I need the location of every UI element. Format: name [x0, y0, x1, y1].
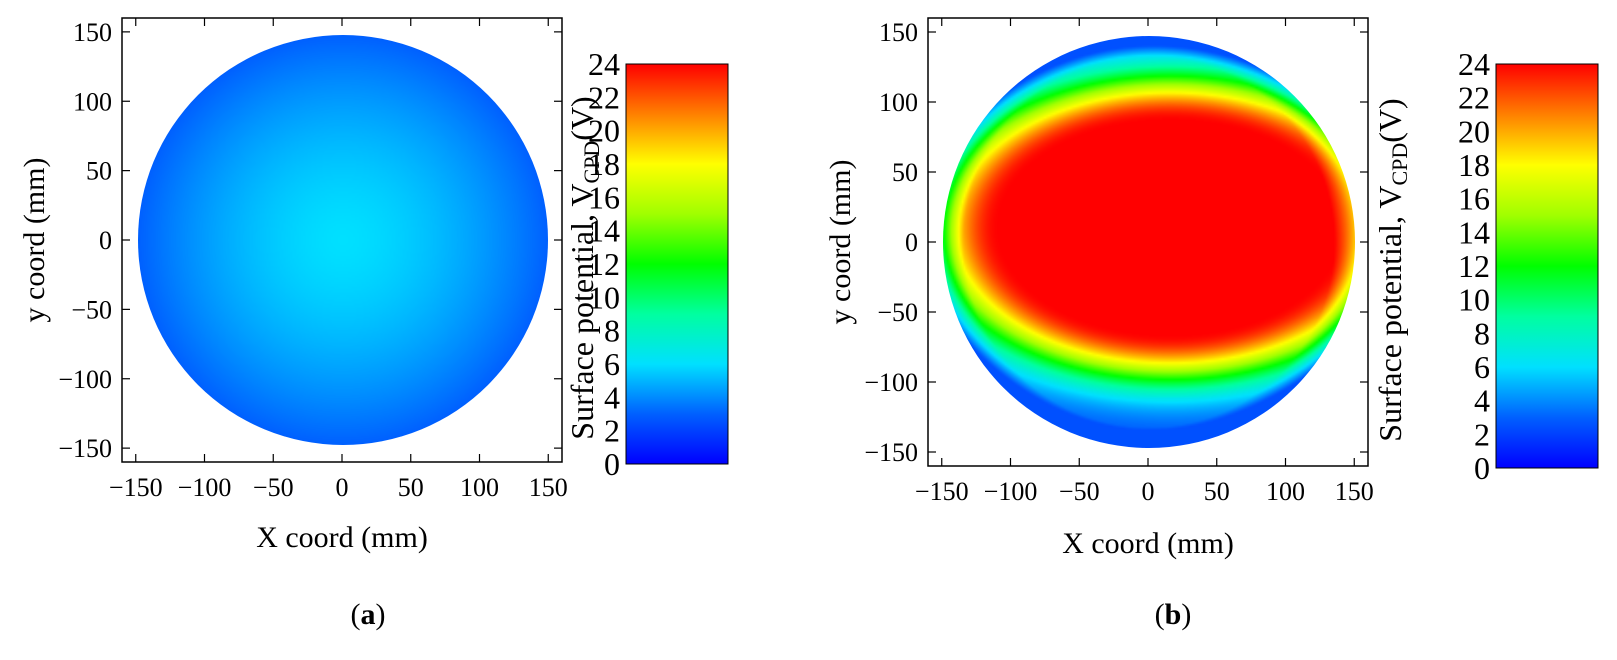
caption-b: (b)	[1154, 598, 1192, 631]
y-tick-label: −150	[864, 438, 918, 467]
y-axis-ticks-b: −150 −100 −50 0 50 100 150	[864, 18, 1368, 467]
heatmap-chart-a: −150 −100 −50 0 50 100 150 −150−100−5005010015…	[18, 17, 729, 554]
wafer-field-a	[138, 35, 548, 445]
colorbar-tick-label: 24	[1458, 46, 1490, 82]
colorbar-tick-label: 4	[1474, 383, 1490, 419]
y-tick-label: −100	[58, 365, 112, 394]
y-tick-label: −100	[864, 368, 918, 397]
x-tick-label: 100	[1266, 477, 1305, 506]
colorbar-label-a: Surface potential, VCPD(V)	[564, 96, 604, 439]
caption-a: (a)	[350, 598, 386, 631]
colorbar-tick-label: 16	[588, 179, 620, 215]
wafer-field-b	[943, 36, 1355, 448]
colorbar-tick-label: 4	[604, 379, 620, 415]
colorbar-tick-label: 6	[604, 346, 620, 382]
x-tick-label: 100	[460, 473, 499, 502]
colorbar-tick-label: 18	[1458, 147, 1490, 183]
y-tick-label: −50	[877, 298, 918, 327]
y-axis-label-b: y coord (mm)	[824, 160, 857, 325]
y-tick-label: 50	[86, 157, 112, 186]
colorbar-tick-label: 12	[588, 246, 620, 282]
colorbar-tick-label: 20	[588, 113, 620, 149]
colorbar-tick-label: 10	[588, 279, 620, 315]
colorbar-tick-label: 14	[1458, 214, 1490, 250]
heatmap-chart-b: −150 −100 −50 0 50 100 150 −150−100−5005010015…	[824, 17, 1599, 560]
panel-b: −150 −100 −50 0 50 100 150 −150 −100 −50 0 50 100 15…	[806, 0, 1606, 600]
colorbar-tick-label: 20	[1458, 113, 1490, 149]
y-tick-label: 100	[73, 87, 112, 116]
x-tick-label: −150	[109, 473, 163, 502]
y-tick-label: −50	[71, 295, 112, 324]
colorbar-tick-label: 6	[1474, 349, 1490, 385]
x-tick-label: −50	[1059, 477, 1100, 506]
x-tick-label: 150	[529, 473, 568, 502]
x-tick-label: 0	[1142, 477, 1155, 506]
x-axis-ticks-b: −150 −100 −50 0 50 100 150	[915, 18, 1374, 506]
wafer-map-a	[138, 35, 548, 445]
y-tick-label: 100	[879, 88, 918, 117]
colorbar-tick-label: 0	[1474, 450, 1490, 486]
y-tick-label: 0	[905, 228, 918, 257]
x-tick-label: 150	[1335, 477, 1374, 506]
x-tick-label: −150	[915, 477, 969, 506]
wafer-map-b	[943, 36, 1355, 448]
colorbar-tick-label: 24	[588, 46, 620, 82]
x-axis-ticks-a: −150 −100 −50 0 50 100 150	[109, 18, 568, 502]
colorbar-label-b: Surface potential, VCPD(V)	[1372, 98, 1412, 441]
colorbar-tick-label: 8	[604, 313, 620, 349]
colorbar-tick-label: 12	[1458, 248, 1490, 284]
x-tick-label: 50	[398, 473, 424, 502]
colorbar-b	[1495, 63, 1599, 469]
y-tick-label: −150	[58, 434, 112, 463]
x-axis-label-a: X coord (mm)	[256, 521, 428, 554]
y-axis-label-a: y coord (mm)	[18, 158, 51, 323]
colorbar-tick-label: 2	[604, 413, 620, 449]
y-tick-label: 150	[879, 18, 918, 47]
colorbar-tick-label: 0	[604, 446, 620, 482]
colorbar-tick-label: 2	[1474, 416, 1490, 452]
colorbar-tick-label: 22	[1458, 80, 1490, 116]
y-tick-label: 150	[73, 18, 112, 47]
colorbar-tick-label: 10	[1458, 282, 1490, 318]
y-tick-label: 0	[99, 226, 112, 255]
colorbar-tick-label: 18	[588, 146, 620, 182]
y-axis-ticks-a: −150 −100 −50 0 50 100 150	[58, 18, 562, 463]
x-tick-label: 0	[336, 473, 349, 502]
x-tick-label: 50	[1204, 477, 1230, 506]
colorbar-tick-label: 14	[588, 213, 620, 249]
x-tick-label: −100	[178, 473, 232, 502]
colorbar-a	[625, 63, 729, 465]
y-tick-label: 50	[892, 158, 918, 187]
x-axis-label-b: X coord (mm)	[1062, 527, 1234, 560]
panel-a: −150 −100 −50 0 50 100 150 −150 −100 −50 0 50 100 15…	[0, 0, 800, 600]
colorbar-tick-label: 16	[1458, 181, 1490, 217]
colorbar-tick-label: 22	[588, 79, 620, 115]
colorbar-tick-label: 8	[1474, 315, 1490, 351]
x-tick-label: −50	[253, 473, 294, 502]
x-tick-label: −100	[984, 477, 1038, 506]
